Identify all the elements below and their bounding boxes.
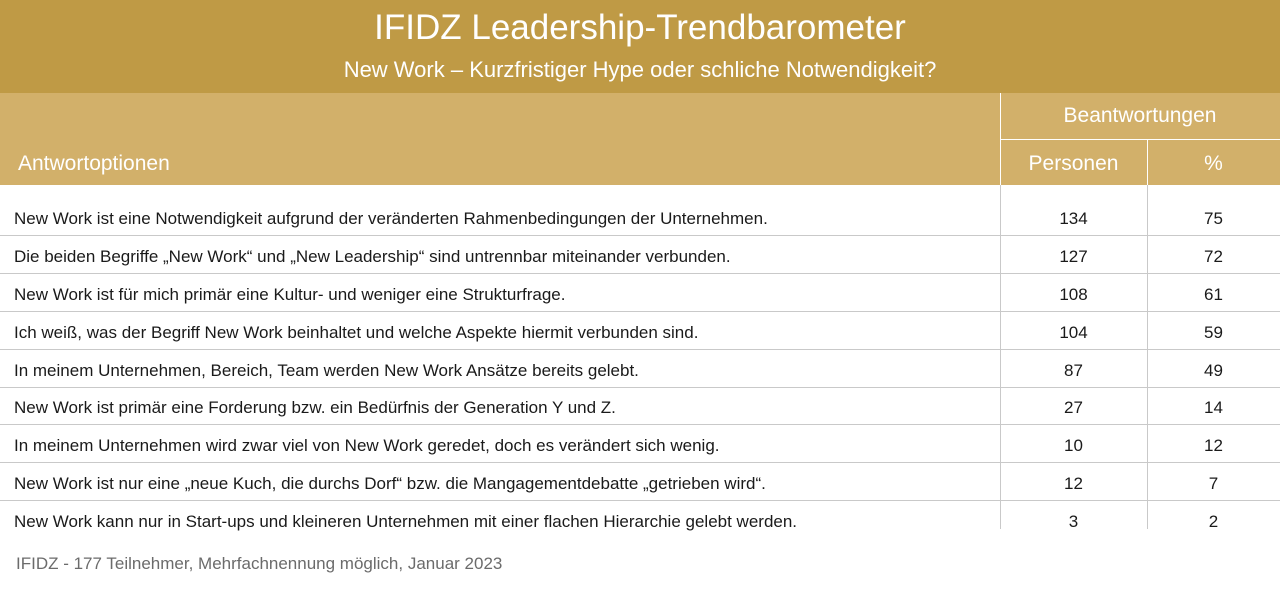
row-percent-value: 14: [1204, 398, 1223, 417]
row-percent-value: 49: [1204, 361, 1223, 380]
row-persons-value: 3: [1068, 512, 1079, 531]
table-row: In meinem Unternehmen wird zwar viel von…: [0, 424, 1280, 462]
row-separator: [0, 273, 1280, 274]
row-persons-value: 10: [1064, 436, 1083, 455]
chart-subtitle: New Work – Kurzfristiger Hype oder schli…: [343, 57, 937, 82]
row-label: New Work ist für mich primär eine Kultur…: [14, 285, 566, 304]
row-separator: [0, 387, 1280, 388]
row-label: Die beiden Begriffe „New Work“ und „New …: [14, 247, 731, 266]
row-persons-value: 27: [1064, 398, 1083, 417]
row-label: Ich weiß, was der Begriff New Work beinh…: [14, 323, 699, 342]
row-percent-value: 75: [1204, 209, 1223, 228]
row-persons-value: 87: [1064, 361, 1083, 380]
header-divider: [1147, 139, 1148, 185]
row-label: New Work ist eine Notwendigkeit aufgrund…: [14, 209, 768, 228]
table-header: Antwortoptionen Beantwortungen Personen …: [0, 93, 1280, 185]
table-row: Ich weiß, was der Begriff New Work beinh…: [0, 311, 1280, 349]
row-separator: [0, 462, 1280, 463]
row-separator: [0, 500, 1280, 501]
column-header-percent: %: [1204, 152, 1223, 175]
row-percent-value: 72: [1204, 247, 1223, 266]
column-divider: [1000, 185, 1001, 529]
row-label: New Work ist nur eine „neue Kuch, die du…: [14, 474, 766, 493]
row-persons-value: 104: [1059, 323, 1088, 342]
column-header-options: Antwortoptionen: [18, 152, 170, 175]
row-label: In meinem Unternehmen, Bereich, Team wer…: [14, 361, 639, 380]
row-percent-value: 2: [1208, 512, 1219, 531]
row-persons-value: 134: [1059, 209, 1088, 228]
source-note: IFIDZ - 177 Teilnehmer, Mehrfachnennung …: [16, 554, 503, 573]
table-row: New Work ist nur eine „neue Kuch, die du…: [0, 462, 1280, 500]
title-band: IFIDZ Leadership-Trendbarometer New Work…: [0, 0, 1280, 93]
row-percent-value: 12: [1204, 436, 1223, 455]
row-persons-value: 12: [1064, 474, 1083, 493]
table-row: New Work ist eine Notwendigkeit aufgrund…: [0, 197, 1280, 235]
table-row: New Work ist für mich primär eine Kultur…: [0, 273, 1280, 311]
column-group-header-responses: Beantwortungen: [1063, 104, 1217, 127]
row-percent-value: 61: [1204, 285, 1223, 304]
column-divider: [1147, 185, 1148, 529]
row-separator: [0, 235, 1280, 236]
row-persons-value: 127: [1059, 247, 1088, 266]
row-label: In meinem Unternehmen wird zwar viel von…: [14, 436, 720, 455]
row-separator: [0, 311, 1280, 312]
chart-title: IFIDZ Leadership-Trendbarometer: [374, 8, 906, 47]
row-persons-value: 108: [1059, 285, 1088, 304]
row-label: New Work ist primär eine Forderung bzw. …: [14, 398, 616, 417]
row-label: New Work kann nur in Start-ups und klein…: [14, 512, 798, 531]
table-row: New Work kann nur in Start-ups und klein…: [0, 500, 1280, 538]
table-row: In meinem Unternehmen, Bereich, Team wer…: [0, 349, 1280, 387]
table-row: New Work ist primär eine Forderung bzw. …: [0, 386, 1280, 424]
row-separator: [0, 424, 1280, 425]
column-header-persons: Personen: [1028, 152, 1119, 175]
row-separator: [0, 349, 1280, 350]
header-divider: [1000, 139, 1280, 140]
row-percent-value: 59: [1204, 323, 1223, 342]
table-row: Die beiden Begriffe „New Work“ und „New …: [0, 235, 1280, 273]
row-percent-value: 7: [1208, 474, 1219, 493]
